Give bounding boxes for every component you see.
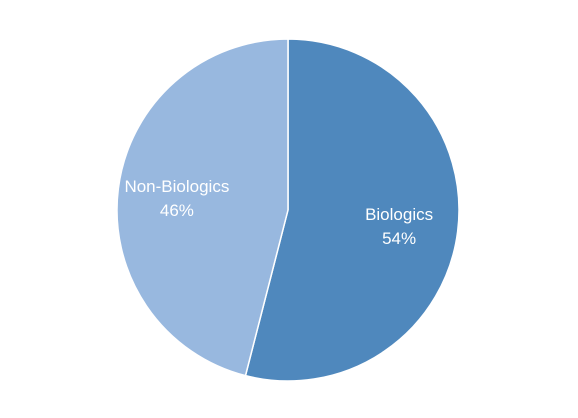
slices-layer — [116, 38, 460, 382]
pie-slice-non-biologics — [116, 38, 289, 377]
slice-value-label: 46% — [160, 201, 194, 220]
labels-layer: Biologics 54% Non-Biologics 46% — [124, 177, 433, 248]
slice-label-non-biologics: Non-Biologics 46% — [124, 177, 229, 220]
slice-label-biologics: Biologics 54% — [365, 205, 433, 248]
pie-slice-biologics — [244, 38, 460, 382]
slice-category-label: Biologics — [365, 205, 433, 224]
slice-value-label: 54% — [382, 229, 416, 248]
slice-category-label: Non-Biologics — [124, 177, 229, 196]
